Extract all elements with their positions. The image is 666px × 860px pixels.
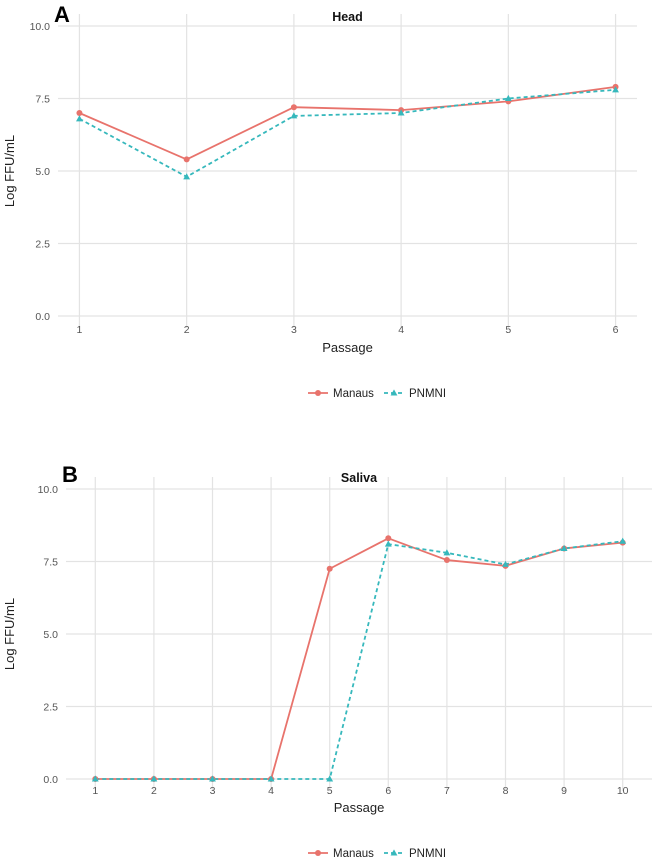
series-line-pnmni (79, 88, 616, 178)
legend-label-manaus: Manaus (333, 388, 374, 400)
data-point-pnmni (290, 112, 298, 119)
y-axis-title: Log FFU/mL (2, 598, 17, 670)
x-tick-label: 2 (184, 324, 190, 336)
data-point-pnmni (76, 115, 83, 122)
data-point-manaus (443, 557, 450, 564)
data-point-pnmni (384, 540, 392, 547)
y-tick-label: 10.0 (30, 21, 51, 33)
series-line-pnmni (95, 540, 623, 780)
data-point-manaus (326, 565, 333, 572)
data-point-pnmni (560, 544, 568, 551)
x-tick-label: 4 (398, 324, 404, 336)
series-line-manaus (79, 86, 616, 161)
x-tick-label: 3 (291, 324, 297, 336)
x-tick-label: 5 (505, 324, 511, 336)
x-tick-label: 2 (151, 785, 157, 797)
x-tick-label: 7 (444, 785, 450, 797)
legend-key-marker-pnmni (390, 389, 398, 396)
y-tick-label: 5.0 (35, 166, 50, 178)
x-tick-label: 1 (77, 324, 83, 336)
y-tick-label: 7.5 (35, 94, 50, 106)
data-point-pnmni (612, 86, 619, 93)
x-axis-title: Passage (334, 800, 385, 815)
x-tick-label: 5 (327, 785, 333, 797)
legend-key-marker-pnmni (390, 849, 398, 856)
y-tick-label: 7.5 (43, 557, 58, 569)
data-point-pnmni (443, 549, 451, 556)
data-point-pnmni (504, 94, 512, 102)
data-point-pnmni (209, 775, 216, 782)
panel-label: A (54, 2, 70, 27)
y-tick-label: 0.0 (43, 774, 58, 786)
legend: Manaus PNMNI (308, 848, 446, 860)
data-point-pnmni (267, 775, 275, 782)
data-point-pnmni (150, 775, 158, 782)
y-tick-label: 10.0 (38, 484, 59, 496)
legend-label-manaus: Manaus (333, 848, 374, 860)
x-tick-label: 6 (385, 785, 391, 797)
y-tick-label: 2.5 (43, 702, 58, 714)
data-point-pnmni (183, 173, 191, 180)
chart-panel-a: 0.0 2.5 5.0 7.5 10.0 1 2 3 4 5 6 Passage Log FFU/mL H… (2, 2, 637, 400)
data-point-manaus (183, 156, 190, 163)
x-tick-label: 10 (617, 785, 629, 797)
legend: Manaus PNMNI (308, 388, 446, 400)
data-point-manaus (76, 110, 83, 116)
legend-key-marker-manaus (315, 390, 321, 396)
data-point-manaus (385, 535, 392, 542)
data-point-pnmni (326, 775, 334, 782)
data-point-pnmni (619, 537, 627, 544)
legend-label-pnmni: PNMNI (409, 848, 446, 860)
data-point-pnmni (502, 560, 509, 567)
panel-label: B (62, 462, 78, 487)
x-tick-label: 6 (613, 324, 619, 336)
x-axis-title: Passage (322, 340, 373, 355)
legend-key-marker-manaus (315, 850, 321, 856)
x-tick-label: 3 (210, 785, 216, 797)
y-tick-label: 5.0 (43, 629, 58, 641)
chart-title: Saliva (341, 471, 378, 485)
x-tick-label: 1 (92, 785, 98, 797)
data-point-pnmni (397, 109, 405, 116)
chart-title: Head (332, 10, 363, 24)
y-axis-title: Log FFU/mL (2, 135, 17, 207)
y-tick-label: 0.0 (35, 311, 50, 323)
chart-panel-b: 0.0 2.5 5.0 7.5 10.0 1 2 3 4 5 6 7 8 9 10 Passage Log FF… (2, 462, 652, 860)
data-point-pnmni (91, 775, 99, 782)
x-tick-label: 9 (561, 785, 567, 797)
x-tick-label: 8 (503, 785, 509, 797)
x-tick-label: 4 (268, 785, 274, 797)
y-tick-label: 2.5 (35, 239, 50, 251)
legend-label-pnmni: PNMNI (409, 388, 446, 400)
data-point-manaus (290, 104, 297, 111)
